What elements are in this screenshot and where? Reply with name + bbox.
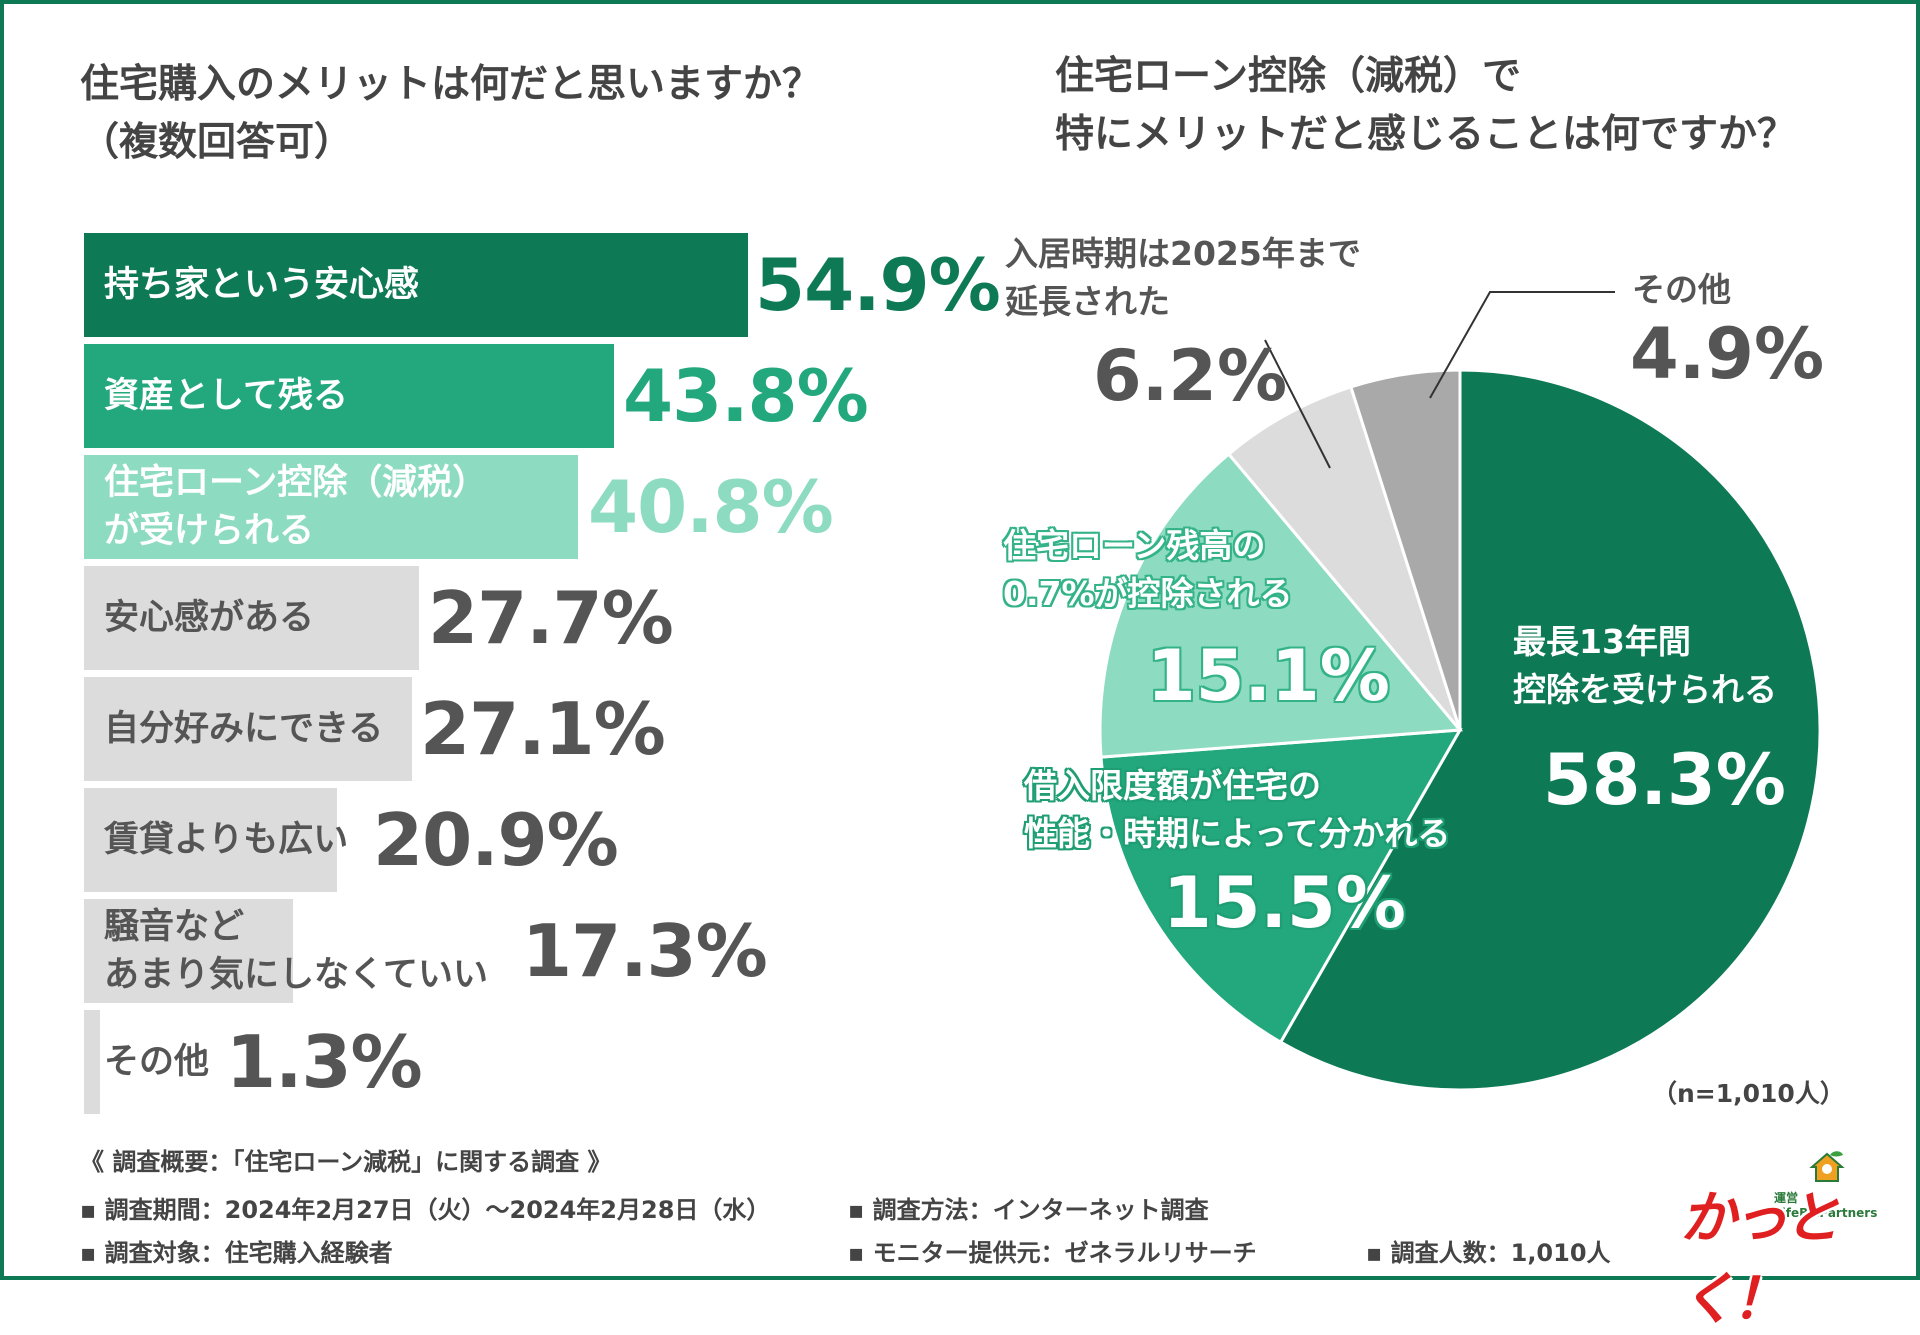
- pie-chart-title-line-2: 特にメリットだと感じることは何ですか？: [1055, 112, 1797, 157]
- house-leaf-icon: [1809, 1151, 1845, 1182]
- pie-label-2: 借入限度額が住宅の性能・時期によって分かれる: [1024, 762, 1450, 858]
- logo-text: かっとく！: [1680, 1186, 1840, 1332]
- pie-value-5: 4.9%: [1630, 313, 1825, 395]
- frame: [0, 0, 1920, 1280]
- survey-method: ▪ 調査方法：インターネット調査: [848, 1196, 1209, 1224]
- pie-label-line: 0.7%が控除される: [1003, 574, 1293, 613]
- pie-slice-2: [1099, 728, 1463, 1045]
- pie-value-2: 15.5%: [1163, 862, 1406, 944]
- pie-chart-title-line-1: 住宅ローン控除（減税）で: [1055, 54, 1522, 99]
- bar-label-4: 安心感がある: [104, 594, 314, 642]
- bar-label-line: あまり気にしなくていい: [104, 955, 488, 995]
- bar-value-6: 20.9%: [373, 798, 619, 882]
- bar-label-7: 騒音などあまり気にしなくていい: [104, 903, 488, 999]
- pie-value-1: 58.3%: [1543, 739, 1786, 821]
- pie-label-line: その他: [1632, 270, 1731, 309]
- bar-chart-title-line-1: 住宅購入のメリットは何だと思いますか？: [80, 62, 822, 107]
- pie-label-line: 借入限度額が住宅の: [1024, 766, 1321, 805]
- bar-label-line: 住宅ローン控除（減税）: [104, 463, 488, 503]
- survey-count: ▪ 調査人数：1,010人: [1366, 1239, 1611, 1267]
- bar-label-3: 住宅ローン控除（減税） が受けられる: [104, 459, 487, 555]
- bar-7: [84, 899, 294, 1003]
- bar-value-8: 1.3%: [226, 1020, 423, 1104]
- bar-label-5: 自分好みにできる: [104, 705, 383, 753]
- bar-value-5: 27.1%: [420, 687, 666, 771]
- pie-label-4: 入居時期は2025年まで 延長された: [1005, 230, 1361, 326]
- bar-3: [84, 455, 578, 559]
- bar-label-line: 資産として残る: [104, 376, 348, 416]
- leader-line-4-9: [1429, 291, 1615, 399]
- pie-label-1: 最長13年間控除を受けられる: [1513, 618, 1777, 714]
- bar-value-3: 40.8%: [588, 465, 834, 549]
- pie-slice-5: [1349, 368, 1462, 731]
- bar-label-line: 騒音など: [104, 907, 245, 947]
- pie-slice-3: [1098, 451, 1464, 759]
- pie-value-3: 15.1%: [1147, 635, 1390, 717]
- logo-company: 運営 LifeBizPartners: [1774, 1191, 1878, 1220]
- leader-line-6-2: [1264, 339, 1331, 469]
- pie-label-line: 延長された: [1005, 282, 1170, 321]
- sample-size-label: （n=1,010人）: [1652, 1079, 1845, 1108]
- bar-label-line: 自分好みにできる: [104, 709, 384, 749]
- bar-label-line: 持ち家という安心感: [104, 265, 420, 305]
- pie-label-line: 性能・時期によって分かれる: [1024, 814, 1451, 853]
- bar-chart-title: 住宅購入のメリットは何だと思いますか？ （複数回答可）: [80, 56, 821, 172]
- bar-chart-title-line-2: （複数回答可）: [80, 120, 354, 165]
- bar-6: [84, 788, 337, 892]
- pie-slice-4: [1226, 385, 1462, 731]
- bar-label-1: 持ち家という安心感: [104, 261, 419, 309]
- bar-4: [84, 566, 420, 670]
- pie-chart: [1098, 291, 1822, 1092]
- bar-1: [84, 233, 749, 337]
- pie-chart-title: 住宅ローン控除（減税）で 特にメリットだと感じることは何ですか？: [1055, 48, 1796, 164]
- survey-target: ▪ 調査対象：住宅購入経験者: [80, 1239, 393, 1267]
- pie-slice-1: [1278, 368, 1822, 1092]
- bar-label-8: その他: [104, 1038, 209, 1086]
- bar-label-2: 資産として残る: [104, 372, 348, 420]
- bar-label-6: 賃貸よりも広い: [104, 816, 348, 864]
- bar-value-4: 27.7%: [428, 576, 674, 660]
- bar-label-line: 賃貸よりも広い: [104, 820, 349, 860]
- pie-label-line: 住宅ローン残高の: [1003, 526, 1266, 565]
- bar-label-line: が受けられる: [104, 511, 315, 551]
- survey-period: ▪ 調査期間：2024年2月27日（火）〜2024年2月28日（水）: [80, 1196, 771, 1224]
- monitor-provider: ▪ モニター提供元：ゼネラルリサーチ: [848, 1239, 1257, 1267]
- bar-value-7: 17.3%: [522, 909, 768, 993]
- bar-2: [84, 344, 614, 448]
- bar-5: [84, 677, 412, 781]
- bar-8: [84, 1010, 100, 1114]
- pie-label-line: 入居時期は2025年まで: [1005, 234, 1361, 273]
- pie-label-5: その他: [1632, 266, 1731, 314]
- bar-label-line: その他: [104, 1042, 210, 1082]
- pie-label-line: 最長13年間: [1513, 622, 1691, 661]
- pie-label-3: 住宅ローン残高の 0.7%が控除される: [1003, 522, 1293, 618]
- pie-label-line: 控除を受けられる: [1513, 670, 1777, 709]
- bar-chart: 持ち家という安心感 54.9% 資産として残る 43.8% 住宅ローン控除（減税） が受け…: [0, 0, 1001, 1120]
- pie-value-4: 6.2%: [1093, 335, 1288, 417]
- survey-summary: 《 調査概要：「住宅ローン減税」に関する調査 》: [80, 1148, 612, 1176]
- bar-label-line: 安心感がある: [104, 598, 315, 638]
- bar-value-2: 43.8%: [623, 354, 869, 438]
- brand-logo: 運営 LifeBizPartners かっとく！: [1680, 1145, 1885, 1332]
- bar-value-1: 54.9%: [755, 243, 1001, 327]
